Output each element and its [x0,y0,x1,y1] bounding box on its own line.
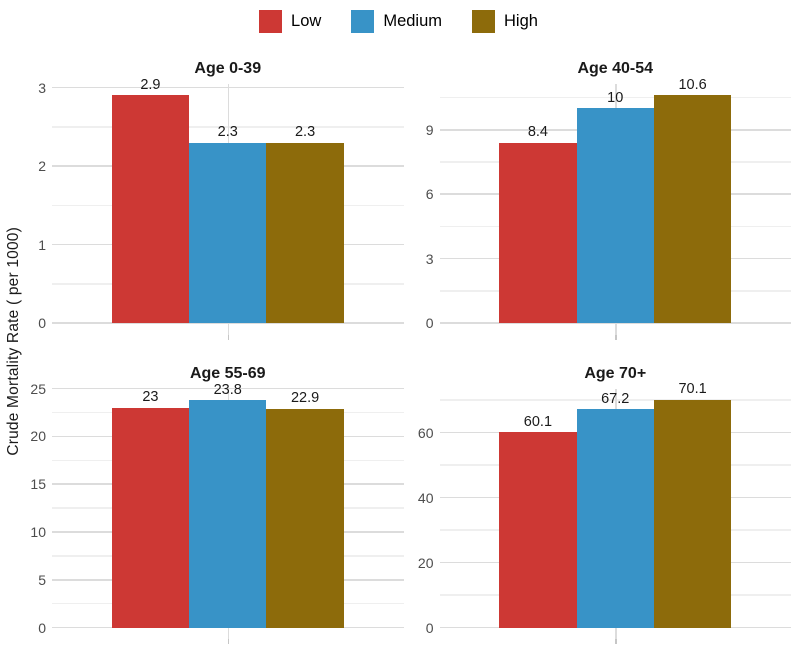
facet-body: 0 1 2 3 2.9 2.3 2.3 [28,78,404,340]
bar-medium: 10 [576,91,654,324]
chart-main: Crude Mortality Rate ( per 1000) Age 0-3… [0,44,791,644]
bar-value-label: 23.8 [213,381,242,398]
bar-value-label: 22.9 [290,390,320,407]
y-tick-label: 1 [38,236,46,253]
facet-panel-2: Age 55-69 0 5 10 15 20 25 23 23.8 22.9 [28,349,404,644]
bar-value-label: 23 [142,389,159,406]
facet-panel-3: Age 70+ 0 20 40 60 60.1 67.2 70.1 [416,349,791,644]
bar-high: 2.3 [266,125,344,324]
facet-title: Age 70+ [584,364,647,382]
legend-item-high: High [472,9,538,33]
facet-panel-1: Age 40-54 0 3 6 9 8.4 10 10.6 [416,44,791,340]
y-tick-label: 15 [30,476,46,493]
y-tick-label: 25 [30,380,46,397]
x-tick-mark [615,334,617,340]
facet-title: Age 55-69 [189,364,266,382]
legend-item-low: Low [259,9,322,33]
y-tick-label: 5 [38,571,46,588]
bar-high: 70.1 [653,382,732,628]
y-axis-title: Crude Mortality Rate ( per 1000) [0,44,28,639]
bar-value-label: 8.4 [527,124,548,141]
bar-low: 60.1 [499,415,577,628]
bar-high: 22.9 [266,391,344,628]
bar-low: 8.4 [499,125,577,324]
bar-value-label: 2.9 [140,76,161,93]
plot-area: 60.1 67.2 70.1 [439,382,791,644]
panels-grid: Age 0-39 0 1 2 3 2.9 2.3 2.3 Age 40-54 0 3 6 9 8.4 10 1… [28,44,791,644]
legend-label-medium: Medium [383,11,443,30]
y-axis-title-text: Crude Mortality Rate ( per 1000) [5,227,22,456]
y-tick-label: 60 [417,424,434,441]
y-tick-label: 3 [425,250,434,267]
facet-body: 0 3 6 9 8.4 10 10.6 [416,78,791,340]
x-tick-mark [227,639,230,644]
y-tick-label: 0 [425,315,434,332]
y-axis: 0 20 40 60 [416,389,440,640]
y-tick-label: 9 [425,121,434,138]
x-tick-mark [615,639,617,644]
y-tick-label: 10 [30,523,46,540]
plot-area: 2.9 2.3 2.3 [52,78,404,340]
y-axis: 0 5 10 15 20 25 [28,382,52,640]
facet-panel-0: Age 0-39 0 1 2 3 2.9 2.3 2.3 [28,44,404,340]
facet-body: 0 20 40 60 60.1 67.2 70.1 [416,382,791,644]
bar-medium: 23.8 [189,382,267,628]
y-tick-label: 20 [417,554,434,571]
y-tick-label: 0 [38,619,46,636]
y-tick-label: 2 [38,158,46,175]
plot-area: 23 23.8 22.9 [52,382,404,644]
y-tick-label: 20 [30,428,46,445]
y-axis: 0 3 6 9 [416,84,440,335]
bar-value-label: 2.3 [217,124,238,141]
legend-label-low: Low [291,11,322,30]
bar-low: 2.9 [111,78,190,324]
legend-item-medium: Medium [351,9,443,33]
facet-title: Age 0-39 [194,60,262,77]
y-tick-label: 40 [417,489,434,506]
facet-title: Age 40-54 [577,60,654,77]
bar-value-label: 60.1 [523,413,553,430]
bar-value-label: 67.2 [601,390,630,407]
bar-high: 10.6 [653,78,732,324]
bar-low: 23 [111,390,190,628]
x-tick-mark [227,334,230,340]
y-tick-label: 6 [425,186,434,203]
plot-area: 8.4 10 10.6 [439,78,791,340]
y-axis: 0 1 2 3 [28,79,52,335]
legend-label-high: High [504,11,538,30]
legend-key-swatch-high [472,9,496,33]
legend-key-swatch-low [259,9,283,33]
legend-key-swatch-medium [351,9,375,33]
bar-medium: 67.2 [576,392,654,628]
bar-value-label: 2.3 [294,124,316,141]
y-tick-label: 0 [38,315,46,332]
bar-value-label: 70.1 [678,381,707,398]
facet-body: 0 5 10 15 20 25 23 23.8 22.9 [28,382,404,644]
y-tick-label: 3 [38,79,46,96]
bar-value-label: 10 [607,89,624,106]
bar-value-label: 10.6 [678,76,707,93]
y-tick-label: 0 [425,619,434,636]
legend: Low Medium High [0,2,797,40]
bar-medium: 2.3 [189,125,267,324]
